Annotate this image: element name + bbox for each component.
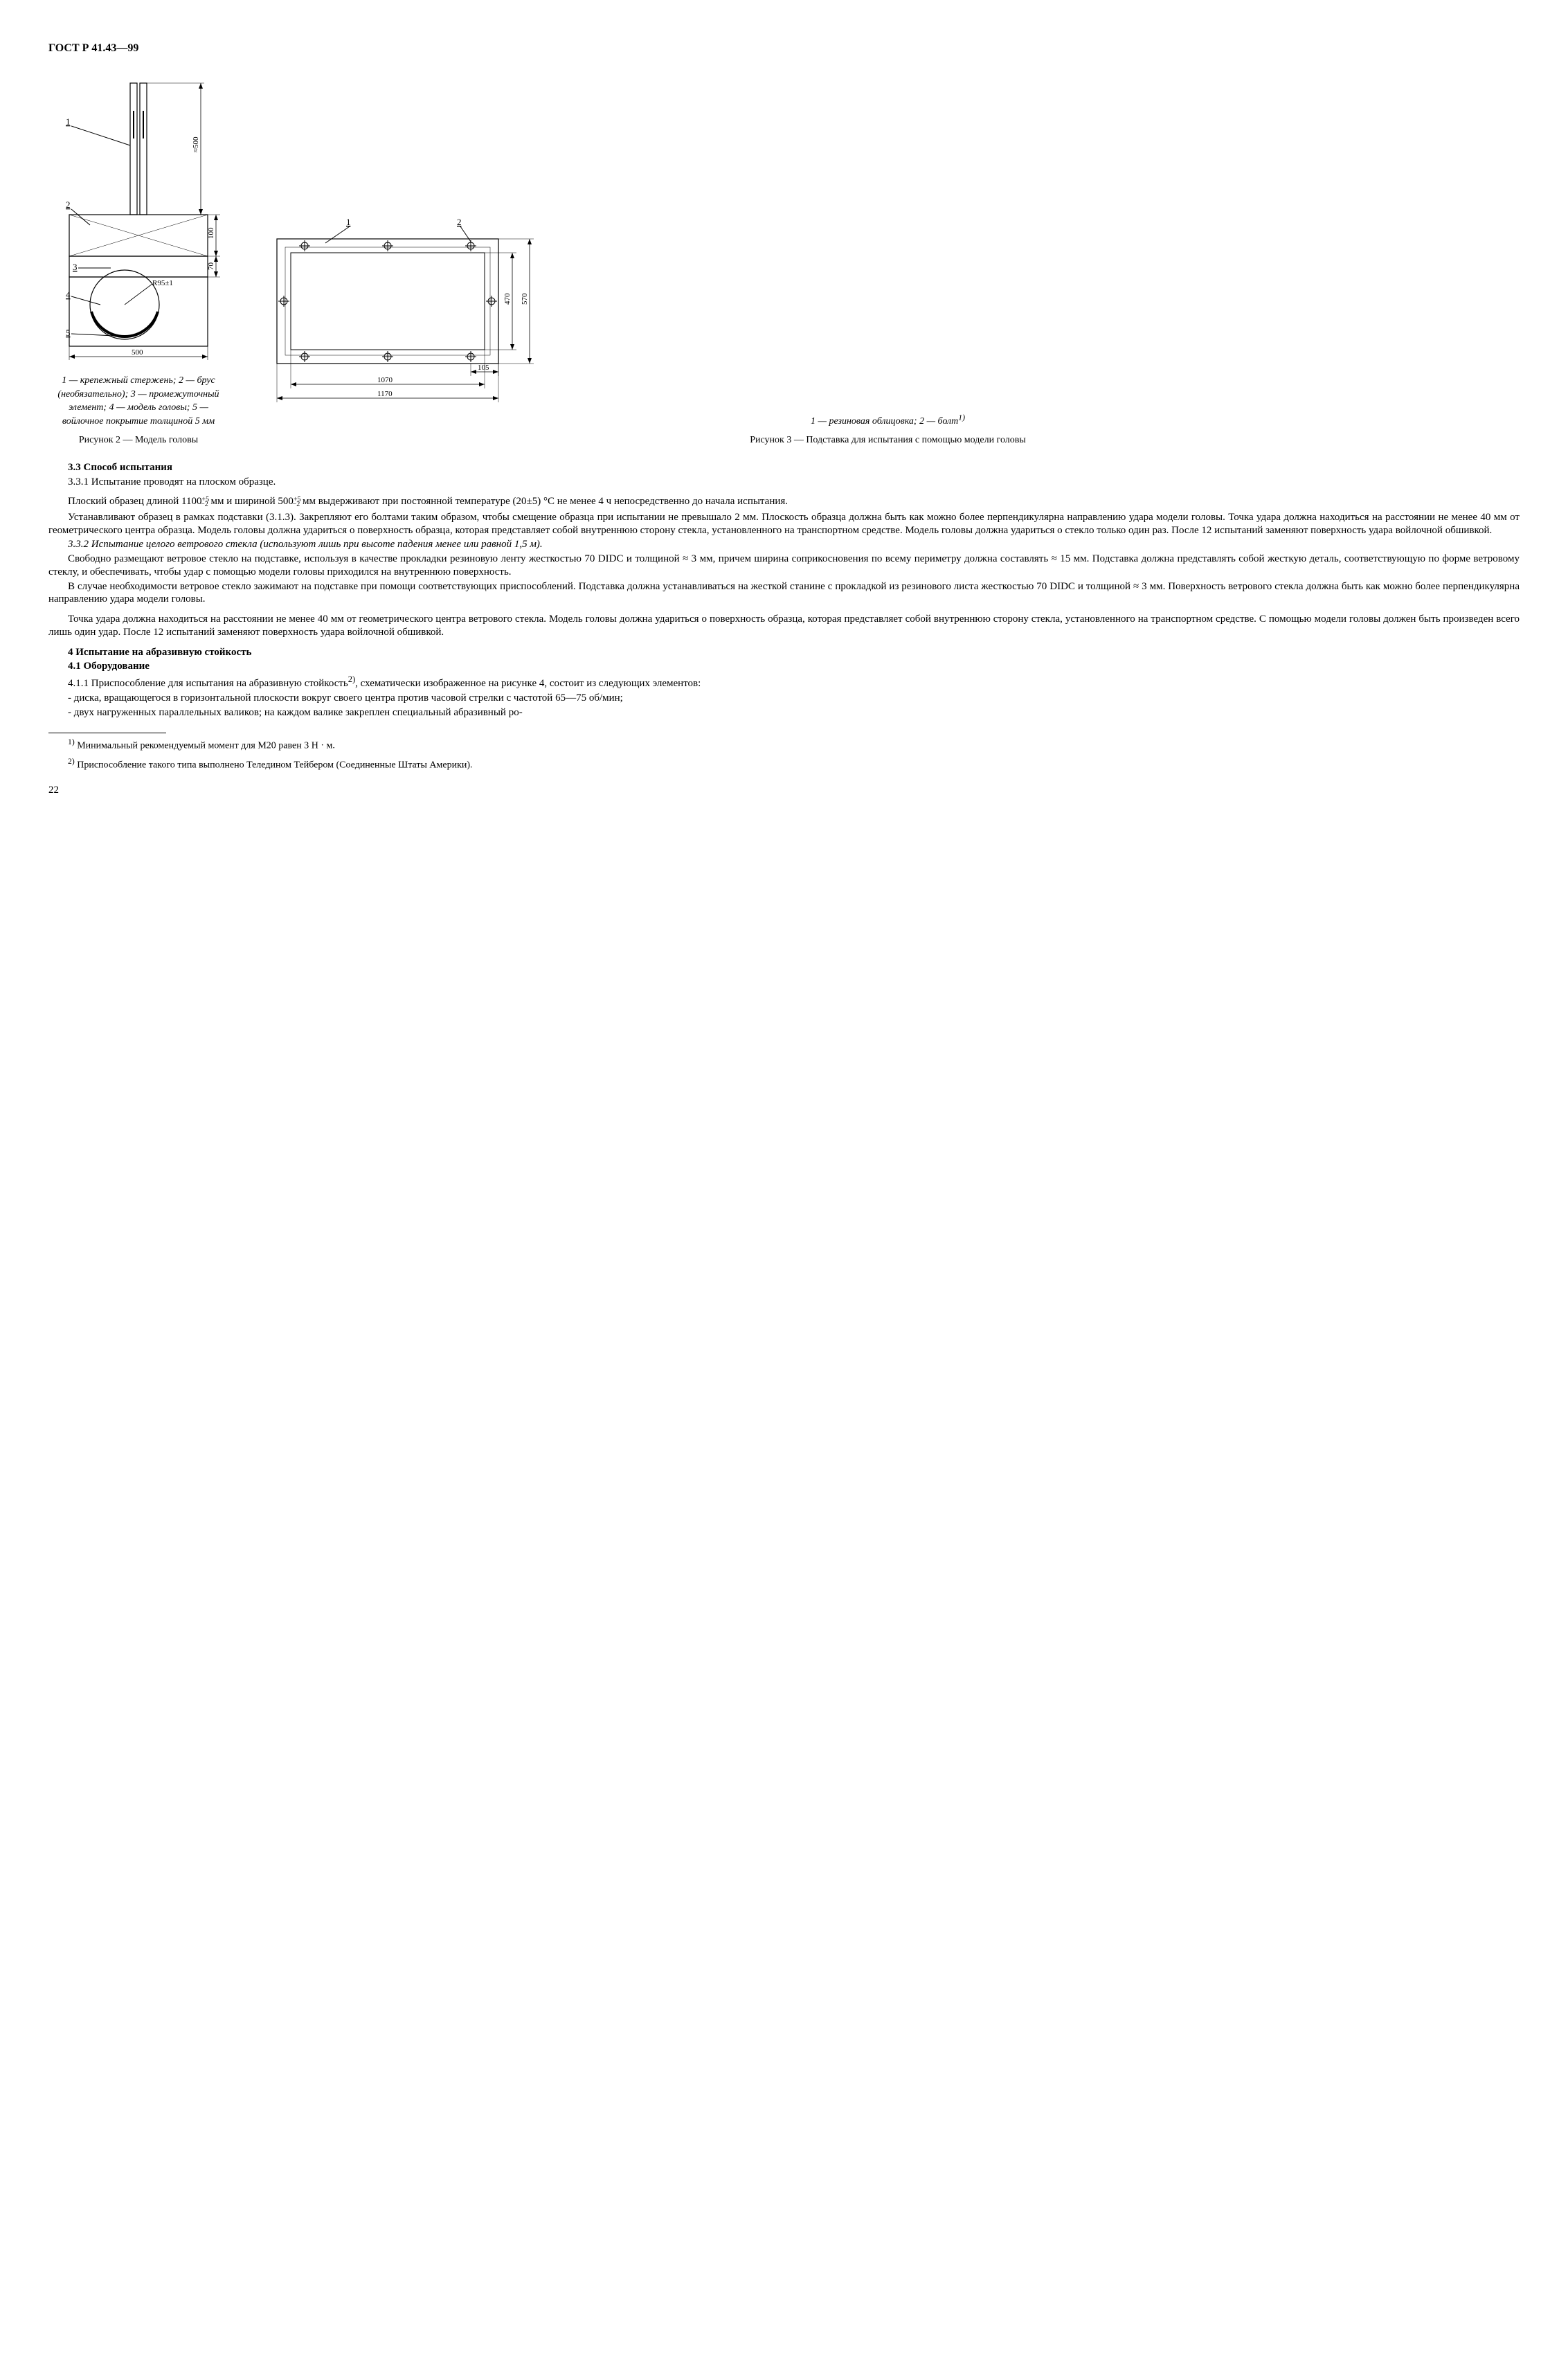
sec-4-title: 4 Испытание на абразивную стойкость: [48, 646, 1520, 659]
fig3-dim-470: 470: [503, 293, 512, 305]
fig2-callout-4: 4: [66, 289, 71, 300]
fig3-callout-1: 1: [346, 217, 351, 227]
fig3-dim-1170: 1170: [377, 390, 393, 398]
fig2-caption: Рисунок 2 — Модель головы: [48, 433, 228, 447]
sec-3-3-2: 3.3.2 Испытание целого ветрового стекла …: [48, 538, 1520, 551]
fig3-dim-105: 105: [478, 364, 489, 372]
sec-3-3-p4: В случае необходимости ветровое стекло з…: [48, 580, 1520, 607]
fig3-dim-570: 570: [521, 293, 529, 305]
footnote-1: 1) Минимальный рекомендуемый момент для …: [48, 737, 1520, 752]
sec-3-3-p5: Точка удара должна находиться на расстоя…: [48, 613, 1520, 639]
sec-4-1-b2: - двух нагруженных параллельных валиков;…: [48, 706, 1520, 719]
fig2-dim-100: 100: [207, 227, 215, 239]
figure-2: 1 ≈500 2 100 70: [48, 76, 228, 447]
fig2-dim-70: 70: [207, 262, 215, 271]
fig3-callout-2: 2: [457, 217, 462, 227]
page-number: 22: [48, 784, 1520, 797]
sec-4-1-1: 4.1.1 Приспособление для испытания на аб…: [48, 674, 1520, 690]
fig2-callout-1: 1: [66, 116, 71, 127]
sec-4-1-title: 4.1 Оборудование: [48, 660, 1520, 673]
fig3-caption: Рисунок 3 — Подставка для испытания с по…: [256, 433, 1520, 447]
fig2-dim-500: ≈500: [192, 136, 200, 152]
doc-header: ГОСТ Р 41.43—99: [48, 42, 1520, 55]
sec-4-1-b1: - диска, вращающегося в горизонтальной п…: [48, 692, 1520, 705]
sec-3-3-p3: Свободно размещают ветровое стекло на по…: [48, 553, 1520, 579]
figures-row: 1 ≈500 2 100 70: [48, 76, 1520, 447]
sec-3-3-1: 3.3.1 Испытание проводят на плоском обра…: [48, 476, 1520, 489]
fig3-dim-1070: 1070: [377, 376, 393, 384]
sec-3-3-p2: Устанавливают образец в рамках подставки…: [48, 511, 1520, 537]
fig2-callout-2: 2: [66, 199, 71, 210]
figure-3: 1 2 470 570 105: [256, 197, 1520, 447]
figure-2-svg: 1 ≈500 2 100 70: [48, 76, 228, 367]
fig2-dim-500w: 500: [132, 348, 143, 357]
figure-3-svg: 1 2 470 570 105: [256, 197, 547, 405]
footnote-2: 2) Приспособление такого типа выполнено …: [48, 757, 1520, 771]
sec-3-3-p1: Плоский образец длиной 1100+5−2 мм и шир…: [48, 495, 1520, 510]
sec-3-3-title: 3.3 Способ испытания: [48, 461, 1520, 474]
fig2-dim-r95: R95±1: [152, 279, 173, 287]
fig2-callout-5: 5: [66, 328, 71, 338]
fig2-legend: 1 — крепежный стержень; 2 — брус (необяз…: [48, 374, 228, 428]
fig2-callout-3: 3: [73, 262, 78, 272]
fig3-legend: 1 — резиновая облицовка; 2 — болт1): [256, 412, 1520, 428]
